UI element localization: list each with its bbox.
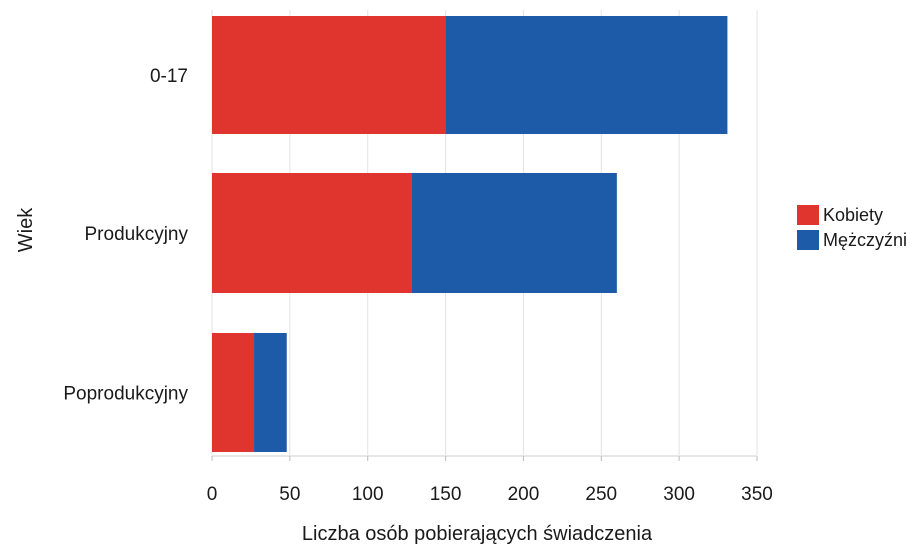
bar-kobiety-1 <box>212 173 412 293</box>
bar-mezczyzni-2 <box>254 333 287 452</box>
y-axis-categories: 0-17 Produkcyjny Poprodukcyjny <box>63 66 188 405</box>
legend-swatch <box>797 205 819 225</box>
x-tick-label: 50 <box>279 484 300 505</box>
bar-mezczyzni-1 <box>411 173 617 293</box>
bar-kobiety-2 <box>212 333 255 452</box>
x-axis-ticks: 0 50 100 150 200 250 300 350 <box>207 456 773 505</box>
category-label: Produkcyjny <box>85 224 189 245</box>
y-axis-title: Wiek <box>15 207 37 252</box>
legend-label: Kobiety <box>823 205 883 225</box>
bar-kobiety-0 <box>212 16 446 134</box>
x-tick-label: 350 <box>741 484 773 505</box>
x-tick-label: 100 <box>352 484 384 505</box>
x-tick-label: 250 <box>585 484 617 505</box>
legend-label: Mężczyźni <box>823 230 907 250</box>
x-tick-label: 0 <box>207 484 218 505</box>
bar-mezczyzni-0 <box>445 16 728 134</box>
legend-swatch <box>797 230 819 250</box>
x-tick-label: 300 <box>663 484 695 505</box>
legend: Kobiety Mężczyźni <box>797 205 907 250</box>
x-tick-label: 150 <box>430 484 462 505</box>
x-axis-title: Liczba osób pobierających świadczenia <box>302 523 653 545</box>
category-label: 0-17 <box>150 66 188 87</box>
x-tick-label: 200 <box>508 484 540 505</box>
bars <box>212 16 728 452</box>
category-label: Poprodukcyjny <box>63 384 188 405</box>
